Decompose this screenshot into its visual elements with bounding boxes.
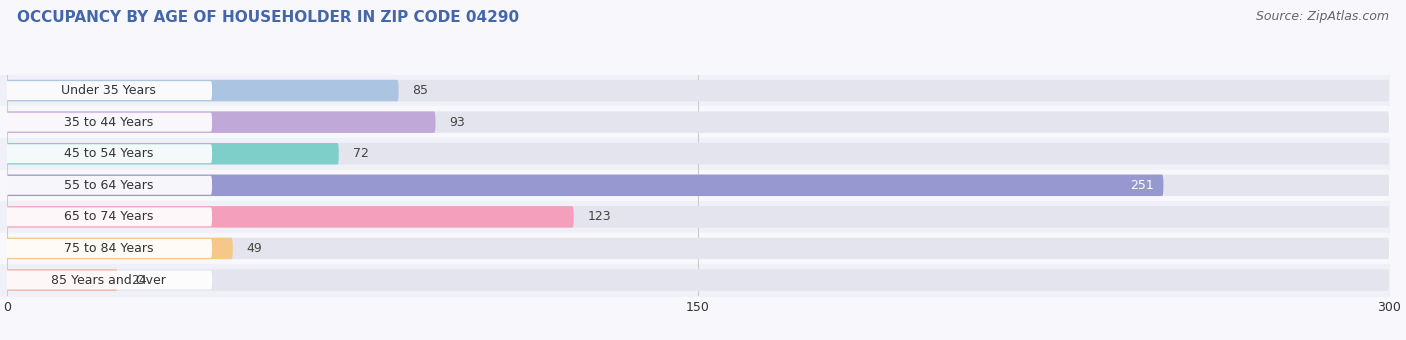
- FancyBboxPatch shape: [4, 239, 212, 258]
- Bar: [0, 170, 1389, 201]
- Text: 85: 85: [412, 84, 429, 97]
- FancyBboxPatch shape: [7, 174, 1389, 196]
- Text: 72: 72: [353, 147, 368, 160]
- FancyBboxPatch shape: [7, 112, 436, 133]
- FancyBboxPatch shape: [7, 206, 574, 227]
- Text: 251: 251: [1130, 179, 1154, 192]
- FancyBboxPatch shape: [4, 81, 212, 100]
- Text: 93: 93: [450, 116, 465, 129]
- FancyBboxPatch shape: [7, 80, 399, 101]
- Text: Under 35 Years: Under 35 Years: [60, 84, 156, 97]
- FancyBboxPatch shape: [7, 206, 1389, 227]
- FancyBboxPatch shape: [4, 176, 212, 195]
- FancyBboxPatch shape: [4, 271, 212, 289]
- FancyBboxPatch shape: [4, 207, 212, 226]
- FancyBboxPatch shape: [7, 269, 118, 291]
- Text: 123: 123: [588, 210, 612, 223]
- FancyBboxPatch shape: [7, 238, 1389, 259]
- Bar: [0, 106, 1389, 138]
- FancyBboxPatch shape: [7, 143, 339, 165]
- Text: 75 to 84 Years: 75 to 84 Years: [63, 242, 153, 255]
- FancyBboxPatch shape: [7, 143, 1389, 165]
- Bar: [0, 264, 1389, 296]
- Text: 45 to 54 Years: 45 to 54 Years: [63, 147, 153, 160]
- Text: 65 to 74 Years: 65 to 74 Years: [63, 210, 153, 223]
- Bar: [0, 75, 1389, 106]
- Text: 35 to 44 Years: 35 to 44 Years: [63, 116, 153, 129]
- FancyBboxPatch shape: [7, 80, 1389, 101]
- FancyBboxPatch shape: [4, 144, 212, 163]
- Bar: [0, 201, 1389, 233]
- Text: 55 to 64 Years: 55 to 64 Years: [63, 179, 153, 192]
- Bar: [0, 138, 1389, 170]
- FancyBboxPatch shape: [4, 113, 212, 132]
- Text: OCCUPANCY BY AGE OF HOUSEHOLDER IN ZIP CODE 04290: OCCUPANCY BY AGE OF HOUSEHOLDER IN ZIP C…: [17, 10, 519, 25]
- FancyBboxPatch shape: [7, 174, 1163, 196]
- Text: 49: 49: [246, 242, 263, 255]
- Bar: [0, 233, 1389, 264]
- FancyBboxPatch shape: [7, 238, 233, 259]
- FancyBboxPatch shape: [7, 269, 1389, 291]
- Text: Source: ZipAtlas.com: Source: ZipAtlas.com: [1256, 10, 1389, 23]
- Text: 24: 24: [131, 273, 148, 287]
- FancyBboxPatch shape: [7, 112, 1389, 133]
- Text: 85 Years and Over: 85 Years and Over: [51, 273, 166, 287]
